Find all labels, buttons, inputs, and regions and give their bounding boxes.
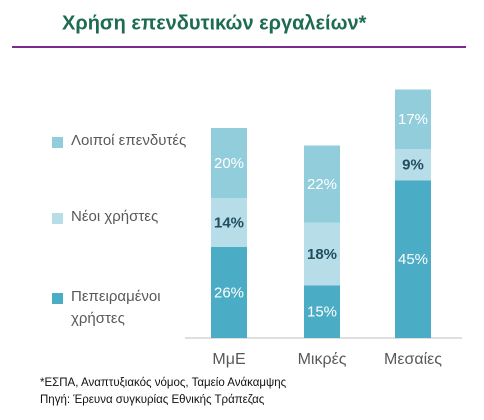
bar-segment <box>304 222 340 286</box>
x-tick-label: Μεσαίες <box>384 351 442 368</box>
value-label: 15% <box>307 304 337 321</box>
value-label: 20% <box>214 155 244 172</box>
value-label: 22% <box>307 176 337 193</box>
value-label: 26% <box>214 284 244 301</box>
bar-segment <box>395 149 431 181</box>
legend-label: Λοιποί επενδυτές <box>71 132 187 149</box>
chart-title: Χρήση επενδυτικών εργαλείων* <box>62 12 367 34</box>
legend-item: Λοιποί επενδυτές <box>52 132 192 152</box>
bar-segment <box>395 89 431 149</box>
legend-swatch <box>52 137 63 148</box>
value-label: 14% <box>214 214 244 231</box>
x-tick-label: Μικρές <box>298 351 347 368</box>
legend-item: Πεπειραμένοι χρήστες <box>52 288 192 330</box>
footnote: *ΕΣΠΑ, Αναπτυξιακός νόμος, Ταμείο Ανάκαμ… <box>40 377 287 389</box>
legend-item: Νέοι χρήστες <box>52 208 192 228</box>
bar-segment <box>211 198 247 247</box>
x-tick-label: ΜμΕ <box>212 351 245 368</box>
legend-swatch <box>52 213 63 224</box>
value-label: 9% <box>402 157 424 174</box>
legend-swatch <box>52 293 63 304</box>
legend-label: Πεπειραμένοι χρήστες <box>71 288 161 327</box>
value-label: 45% <box>398 251 428 268</box>
value-label: 17% <box>398 111 428 128</box>
bar-segment <box>304 145 340 223</box>
bar-segment <box>304 285 340 338</box>
bar-segment <box>395 180 431 338</box>
legend-label: Νέοι χρήστες <box>71 208 159 225</box>
value-label: 18% <box>307 246 337 263</box>
bar-segment <box>211 247 247 338</box>
source-note: Πηγή: Έρευνα συγκυρίας Εθνικής Τράπεζας <box>40 394 265 406</box>
bar-segment <box>211 128 247 198</box>
